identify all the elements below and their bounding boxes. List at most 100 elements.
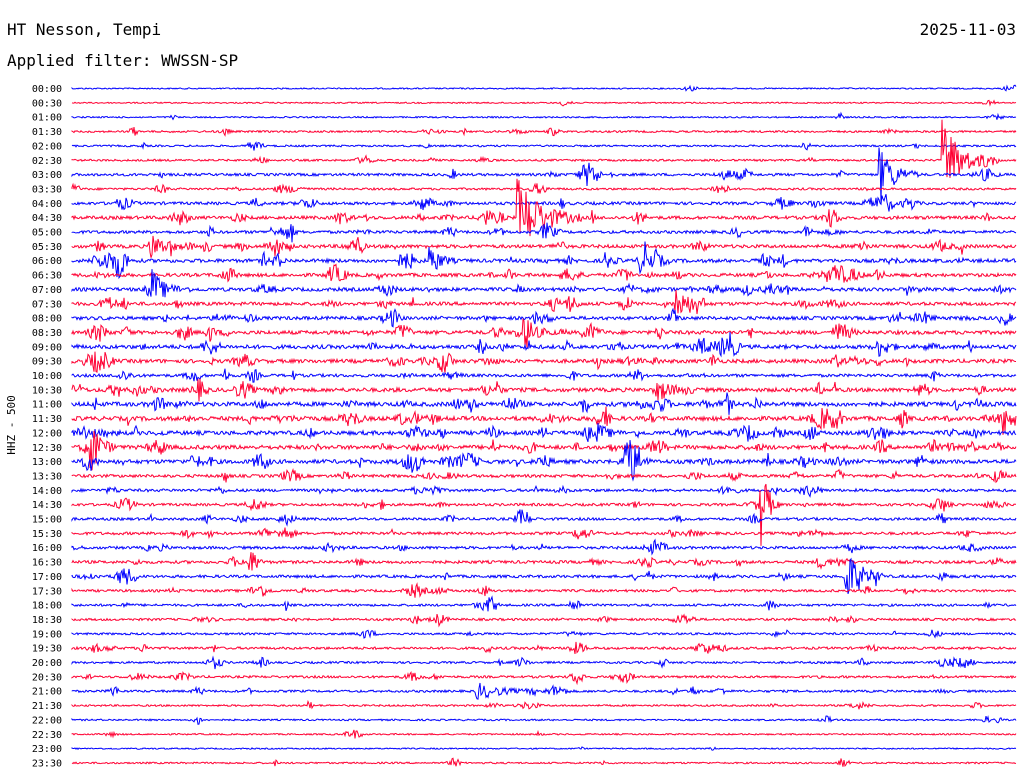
- time-label: 07:00: [32, 285, 62, 296]
- seismogram-trace: [71, 241, 1017, 280]
- seismogram-trace: [71, 392, 1017, 415]
- seismogram-trace: [71, 422, 1017, 442]
- time-label: 07:30: [32, 299, 62, 310]
- seismogram-trace: [71, 269, 1017, 298]
- seismogram-trace: [71, 715, 1017, 725]
- time-label: 11:30: [32, 414, 62, 425]
- time-label: 20:00: [32, 658, 62, 669]
- seismogram-trace: [71, 509, 1017, 527]
- seismogram-trace: [71, 440, 1017, 482]
- time-label: 23:00: [32, 744, 62, 755]
- seismogram-trace: [71, 670, 1017, 686]
- time-label: 18:00: [32, 601, 62, 612]
- seismogram-trace: [71, 655, 1017, 670]
- seismogram-trace: [71, 119, 1017, 178]
- seismogram-trace: [71, 289, 1017, 315]
- time-label: 10:30: [32, 385, 62, 396]
- time-label: 09:00: [32, 342, 62, 353]
- y-axis-label-group: HHZ - 500: [5, 395, 18, 455]
- seismogram-trace: [71, 538, 1017, 556]
- time-label: 08:00: [32, 314, 62, 325]
- time-label: 18:30: [32, 615, 62, 626]
- time-label: 01:00: [32, 113, 62, 124]
- seismogram-trace: [71, 318, 1017, 348]
- filter-label: Applied filter: WWSSN-SP: [7, 51, 239, 70]
- seismogram-trace: [71, 84, 1017, 92]
- seismogram-trace: [71, 527, 1017, 540]
- seismogram-trace: [71, 699, 1017, 710]
- time-label: 22:00: [32, 715, 62, 726]
- time-label: 17:00: [32, 572, 62, 583]
- seismogram-trace: [71, 746, 1017, 751]
- seismogram-trace: [71, 141, 1017, 151]
- time-label: 09:30: [32, 357, 62, 368]
- time-label: 03:00: [32, 170, 62, 181]
- seismogram-trace: [71, 182, 1017, 194]
- time-label: 06:30: [32, 271, 62, 282]
- seismogram-trace: [71, 222, 1017, 243]
- time-label: 21:00: [32, 687, 62, 698]
- time-label: 22:30: [32, 730, 62, 741]
- time-label: 03:30: [32, 184, 62, 195]
- time-label: 00:00: [32, 84, 62, 95]
- seismogram-trace: [71, 194, 1017, 212]
- seismogram-trace: [71, 430, 1017, 471]
- seismogram-trace: [71, 467, 1017, 484]
- time-label: 14:30: [32, 500, 62, 511]
- time-label: 04:30: [32, 213, 62, 224]
- station-title: HT Nesson, Tempi: [7, 20, 162, 39]
- seismogram-trace: [71, 378, 1017, 402]
- seismogram-trace: [71, 552, 1017, 571]
- seismogram-trace: [71, 235, 1017, 258]
- time-label: 08:30: [32, 328, 62, 339]
- date-label: 2025-11-03: [919, 20, 1016, 39]
- time-label: 05:30: [32, 242, 62, 253]
- seismogram-trace: [71, 99, 1017, 107]
- time-label: 02:30: [32, 156, 62, 167]
- time-label: 12:30: [32, 443, 62, 454]
- time-label: 21:30: [32, 701, 62, 712]
- seismogram-traces: [71, 84, 1017, 767]
- seismogram-trace: [71, 729, 1017, 739]
- time-label: 15:30: [32, 529, 62, 540]
- seismogram-trace: [71, 406, 1017, 435]
- seismogram-trace: [71, 368, 1017, 383]
- seismogram-trace: [71, 757, 1017, 767]
- time-label: 12:00: [32, 428, 62, 439]
- seismogram-trace: [71, 682, 1017, 700]
- time-label: 11:00: [32, 400, 62, 411]
- time-label: 16:30: [32, 558, 62, 569]
- seismogram-trace: [71, 484, 1017, 498]
- time-label: 02:00: [32, 141, 62, 152]
- seismogram-trace: [71, 641, 1017, 654]
- time-label: 17:30: [32, 586, 62, 597]
- seismogram-trace: [71, 111, 1017, 121]
- seismogram-trace: [71, 331, 1017, 358]
- time-label: 04:00: [32, 199, 62, 210]
- time-labels: 00:00 00:30 01:00 01:30 02:00 02:30 03:00 03:30…: [32, 84, 62, 769]
- seismogram-trace: [71, 127, 1017, 137]
- seismogram-trace: [71, 483, 1016, 546]
- time-label: 14:00: [32, 486, 62, 497]
- time-label: 20:30: [32, 672, 62, 683]
- time-label: 15:00: [32, 515, 62, 526]
- time-label: 05:00: [32, 228, 62, 239]
- seismogram-trace: [71, 351, 1016, 373]
- time-label: 06:00: [32, 256, 62, 267]
- seismogram-trace: [71, 613, 1017, 628]
- time-label: 16:00: [32, 543, 62, 554]
- time-label: 19:30: [32, 644, 62, 655]
- time-label: 10:00: [32, 371, 62, 382]
- time-label: 13:00: [32, 457, 62, 468]
- seismogram-trace: [71, 263, 1017, 283]
- time-label: 23:30: [32, 758, 62, 769]
- time-label: 00:30: [32, 98, 62, 109]
- seismogram-trace: [71, 629, 1017, 639]
- seismogram-trace: [71, 582, 1017, 598]
- time-label: 13:30: [32, 471, 62, 482]
- seismogram-trace: [71, 307, 1017, 328]
- seismogram-trace: [71, 557, 1017, 595]
- y-axis-label: HHZ - 500: [5, 395, 18, 455]
- time-label: 01:30: [32, 127, 62, 138]
